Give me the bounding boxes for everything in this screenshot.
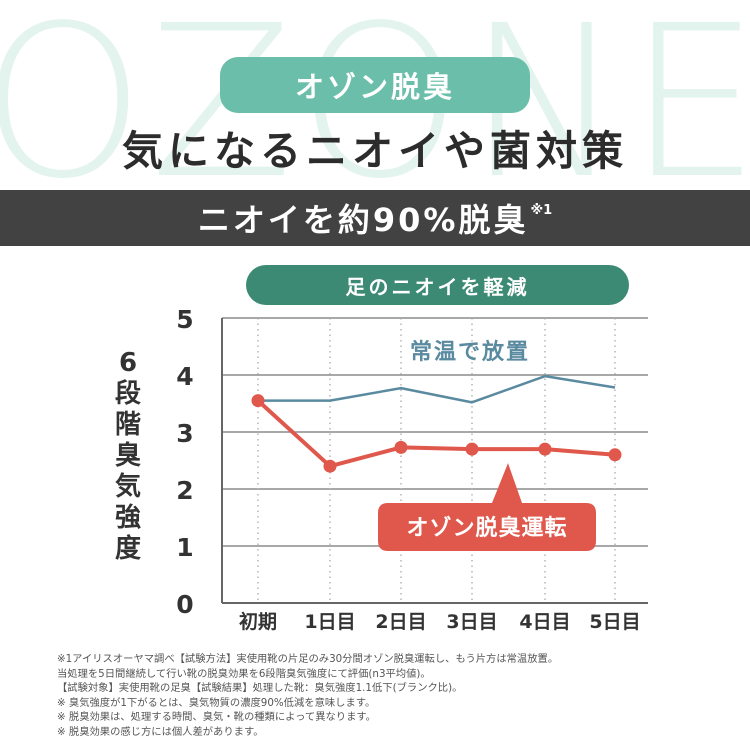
footnote-line: 【試験対象】実使用靴の足臭【試験結果】処理した靴：臭気強度1.1低下(ブランク比… bbox=[57, 682, 463, 694]
footnote-line: 当処理を5日間継続して行い靴の脱臭効果を6段階臭気強度にて評価(n3平均値)。 bbox=[57, 667, 431, 680]
x-tick-label: 3日目 bbox=[446, 611, 497, 633]
y-tick-label: 1 bbox=[176, 533, 193, 562]
y-tick-label: 5 bbox=[176, 305, 193, 334]
ozone-data-point bbox=[323, 459, 337, 473]
claim-footnote-mark: ※1 bbox=[530, 202, 553, 218]
ozone-series-callout bbox=[378, 463, 596, 551]
footnotes: ※1アイリスオーヤマ調べ【試験方法】実使用靴の片足のみ30分間オゾン脱臭運転し、… bbox=[57, 652, 737, 739]
x-tick-label: 初期 bbox=[239, 610, 277, 633]
ozone-data-point bbox=[394, 440, 408, 454]
ozone-series-label: オゾン脱臭運転 bbox=[406, 515, 567, 541]
y-tick-label: 3 bbox=[176, 419, 193, 448]
footnote-line: ※ 臭気強度が1下がるとは、臭気物質の濃度90%低減を意味します。 bbox=[57, 696, 376, 709]
y-tick-label: 0 bbox=[176, 590, 193, 619]
claim-banner: ニオイを約90%脱臭 ※1 bbox=[0, 190, 750, 246]
footnote-line: ※ 脱臭効果の感じ方には個人差があります。 bbox=[57, 725, 264, 738]
ozone-data-point bbox=[608, 448, 622, 462]
ambient-series-line bbox=[258, 374, 616, 404]
x-tick-label: 1日目 bbox=[304, 611, 355, 633]
y-tick-label: 2 bbox=[176, 476, 193, 505]
y-tick-label: 4 bbox=[176, 362, 193, 391]
ambient-series-label: 常温で放置 bbox=[410, 339, 530, 365]
ozone-data-point bbox=[538, 442, 552, 456]
page-headline: 気になるニオイや菌対策 bbox=[122, 127, 628, 175]
y-axis-label: 6段階臭気強度 bbox=[114, 348, 141, 564]
ozone-data-point bbox=[465, 442, 479, 456]
x-tick-label: 2日目 bbox=[375, 611, 426, 633]
chart-title: 足のニオイを軽減 bbox=[246, 265, 629, 305]
x-tick-label: 5日目 bbox=[589, 611, 640, 633]
ozone-data-point bbox=[251, 394, 265, 408]
x-tick-label: 4日目 bbox=[519, 611, 570, 633]
footnote-line: ※1アイリスオーヤマ調べ【試験方法】実使用靴の片足のみ30分間オゾン脱臭運転し、… bbox=[57, 653, 559, 665]
claim-text: ニオイを約90%脱臭 bbox=[197, 201, 529, 239]
footnote-line: ※ 脱臭効果は、処理する時間、臭気・靴の種類によって異なります。 bbox=[57, 711, 376, 723]
ozone-series-line bbox=[256, 399, 616, 469]
feature-tag: オゾン脱臭 bbox=[220, 57, 530, 113]
